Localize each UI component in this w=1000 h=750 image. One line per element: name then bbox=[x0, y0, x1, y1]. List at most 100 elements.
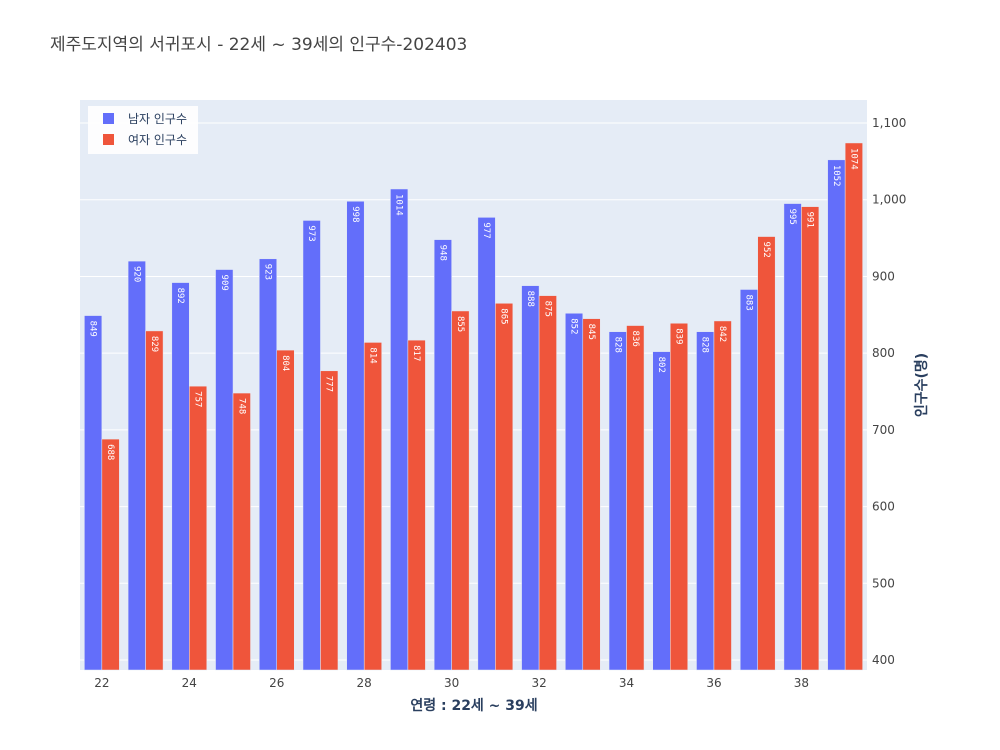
bar-value-label: 892 bbox=[175, 288, 185, 304]
x-tick-label: 34 bbox=[619, 676, 634, 690]
bar[interactable] bbox=[101, 438, 120, 671]
x-tick-label: 36 bbox=[706, 676, 721, 690]
y-tick-label: 400 bbox=[872, 653, 895, 667]
bar-value-label: 948 bbox=[437, 245, 447, 261]
bar-value-label: 748 bbox=[236, 398, 246, 414]
bar-value-label: 839 bbox=[673, 328, 683, 344]
bar[interactable] bbox=[652, 351, 671, 671]
bar[interactable] bbox=[696, 331, 715, 671]
x-tick-label: 38 bbox=[794, 676, 809, 690]
x-axis-title: 연령 : 22세 ~ 39세 bbox=[410, 698, 537, 714]
bar-value-label: 952 bbox=[761, 242, 771, 258]
y-tick-label: 500 bbox=[872, 576, 895, 590]
x-tick-label: 28 bbox=[357, 676, 372, 690]
bar-value-label: 923 bbox=[263, 264, 273, 280]
bar[interactable] bbox=[495, 303, 514, 671]
bar-value-label: 836 bbox=[630, 331, 640, 347]
bar-value-label: 802 bbox=[656, 357, 666, 373]
bar[interactable] bbox=[827, 159, 846, 671]
legend-item-female[interactable]: 여자 인구수 bbox=[103, 133, 187, 147]
bar-value-label: 991 bbox=[805, 212, 815, 228]
x-tick-label: 30 bbox=[444, 676, 459, 690]
plot-area bbox=[80, 100, 867, 670]
bar-value-label: 849 bbox=[88, 321, 98, 337]
bar-value-label: 865 bbox=[499, 308, 509, 324]
bar[interactable] bbox=[302, 220, 321, 671]
y-tick-label: 700 bbox=[872, 423, 895, 437]
bars: 849 920 892 909 923 973 998 1014 948 977 888 852 828… bbox=[84, 142, 863, 671]
bar[interactable] bbox=[670, 322, 688, 671]
bar[interactable] bbox=[565, 313, 584, 671]
bar-value-label: 845 bbox=[586, 324, 596, 340]
y-tick-label: 1,000 bbox=[872, 193, 906, 207]
bar[interactable] bbox=[189, 385, 208, 671]
bar[interactable] bbox=[145, 330, 164, 671]
bar[interactable] bbox=[259, 258, 277, 671]
bar-value-label: 888 bbox=[525, 291, 535, 307]
bar-value-label: 1052 bbox=[831, 165, 841, 187]
x-tick-label: 26 bbox=[269, 676, 284, 690]
bar-value-label: 995 bbox=[787, 209, 797, 225]
bar-value-label: 855 bbox=[455, 316, 465, 332]
bar-value-label: 1074 bbox=[848, 148, 858, 170]
y-tick-label: 900 bbox=[872, 269, 895, 283]
bar[interactable] bbox=[84, 315, 103, 671]
bar-value-label: 909 bbox=[219, 275, 229, 291]
bar[interactable] bbox=[521, 285, 540, 671]
bar-value-label: 920 bbox=[131, 266, 141, 282]
bar[interactable] bbox=[215, 269, 234, 671]
bar[interactable] bbox=[346, 201, 365, 671]
bar[interactable] bbox=[757, 236, 776, 671]
bar-value-label: 883 bbox=[743, 294, 753, 310]
gridlines bbox=[80, 122, 867, 661]
bar[interactable] bbox=[801, 206, 820, 671]
bar[interactable] bbox=[276, 349, 295, 671]
bar[interactable] bbox=[582, 318, 601, 671]
legend[interactable]: 남자 인구수 여자 인구수 bbox=[88, 106, 198, 154]
chart-title: 제주도지역의 서귀포시 - 22세 ~ 39세의 인구수-202403 bbox=[50, 35, 467, 55]
y-tick-label: 600 bbox=[872, 500, 895, 514]
bar-value-label: 828 bbox=[700, 337, 710, 353]
x-tick-label: 32 bbox=[531, 676, 546, 690]
bar[interactable] bbox=[320, 370, 339, 671]
legend-label-female: 여자 인구수 bbox=[128, 133, 187, 147]
bar-value-label: 852 bbox=[569, 318, 579, 334]
x-tick-label: 22 bbox=[94, 676, 109, 690]
bar[interactable] bbox=[783, 203, 802, 671]
legend-item-male[interactable]: 남자 인구수 bbox=[103, 112, 187, 126]
bar-value-label: 998 bbox=[350, 206, 360, 222]
bar[interactable] bbox=[713, 320, 732, 671]
y-axis-ticks: 400 500 600 700 800 900 1,000 1,100 bbox=[872, 116, 906, 667]
legend-label-male: 남자 인구수 bbox=[128, 112, 187, 126]
y-axis-title: 인구수(명) bbox=[913, 353, 930, 417]
x-axis-ticks: 22 24 26 28 30 32 34 36 38 bbox=[94, 676, 809, 690]
bar-value-label: 875 bbox=[542, 301, 552, 317]
bar[interactable] bbox=[363, 342, 382, 671]
bar[interactable] bbox=[232, 392, 251, 671]
bar[interactable] bbox=[608, 331, 627, 671]
bar-value-label: 804 bbox=[280, 355, 290, 371]
bar[interactable] bbox=[407, 339, 426, 671]
bar[interactable] bbox=[538, 295, 557, 671]
bar[interactable] bbox=[390, 188, 409, 671]
bar[interactable] bbox=[171, 282, 190, 671]
bar-value-label: 1014 bbox=[394, 194, 404, 216]
bar-value-label: 828 bbox=[612, 337, 622, 353]
y-tick-label: 800 bbox=[872, 346, 895, 360]
bar[interactable] bbox=[477, 217, 496, 671]
bar[interactable] bbox=[626, 325, 645, 671]
legend-swatch-male bbox=[103, 113, 114, 124]
bar[interactable] bbox=[739, 289, 758, 671]
bar[interactable] bbox=[844, 142, 863, 671]
bar[interactable] bbox=[433, 239, 452, 671]
bar-value-label: 814 bbox=[367, 347, 377, 363]
bar-value-label: 688 bbox=[105, 444, 115, 460]
x-tick-label: 24 bbox=[182, 676, 197, 690]
bar[interactable] bbox=[451, 310, 470, 671]
bar-value-label: 777 bbox=[324, 376, 334, 392]
legend-swatch-female bbox=[103, 134, 114, 145]
bar-value-label: 757 bbox=[193, 391, 203, 407]
bar[interactable] bbox=[127, 260, 146, 671]
bar-value-label: 842 bbox=[717, 326, 727, 342]
